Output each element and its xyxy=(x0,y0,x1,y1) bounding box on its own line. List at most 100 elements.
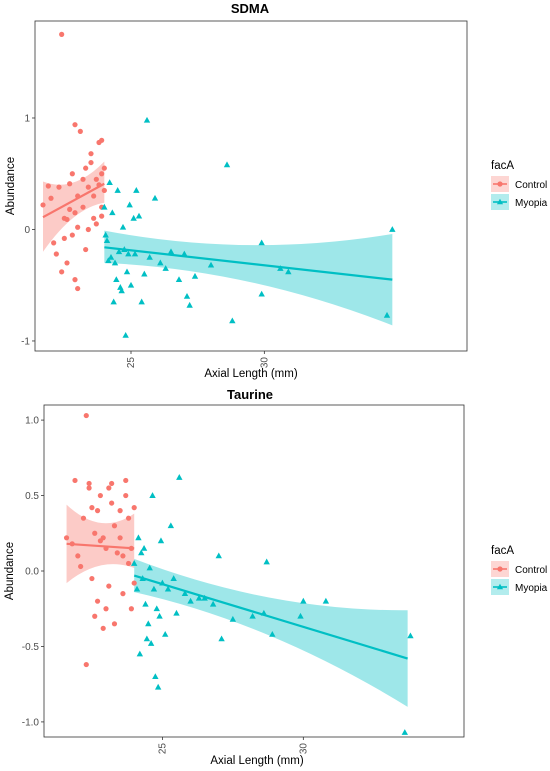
data-point-myopia xyxy=(164,585,172,592)
data-point-myopia xyxy=(131,250,139,257)
data-point-control xyxy=(89,575,95,582)
data-point-myopia xyxy=(149,492,156,498)
data-point-control xyxy=(69,232,75,238)
data-point-control xyxy=(63,535,70,541)
y-tick-label: 0.0 xyxy=(25,567,39,578)
data-point-myopia xyxy=(153,605,160,612)
data-point-myopia xyxy=(107,253,115,260)
data-point-myopia xyxy=(131,560,138,566)
data-point-myopia xyxy=(162,265,169,271)
data-point-control xyxy=(72,277,78,283)
data-point-myopia xyxy=(145,620,152,627)
data-point-control xyxy=(83,165,89,171)
data-point-myopia xyxy=(223,161,231,168)
data-point-control xyxy=(48,195,54,201)
legend-label-myopia: Myopia xyxy=(515,198,548,209)
data-point-myopia xyxy=(229,317,236,324)
data-point-myopia xyxy=(173,609,180,616)
data-point-control xyxy=(51,240,57,246)
data-point-control xyxy=(72,210,78,216)
data-point-myopia xyxy=(141,270,148,277)
data-point-control xyxy=(83,412,89,419)
data-point-myopia xyxy=(151,194,159,201)
data-point-myopia xyxy=(249,612,256,619)
data-point-control xyxy=(75,553,81,559)
data-point-myopia xyxy=(133,187,140,193)
y-tick-label: -1 xyxy=(21,336,30,347)
data-point-control xyxy=(93,221,99,227)
legend-key-control-marker xyxy=(497,566,503,572)
data-point-myopia xyxy=(167,248,175,255)
data-point-myopia xyxy=(181,250,188,257)
data-point-control xyxy=(114,550,120,556)
data-point-control xyxy=(103,606,109,612)
data-point-control xyxy=(128,606,134,612)
data-point-control xyxy=(100,625,106,631)
data-point-control xyxy=(123,477,129,484)
fit-line-myopia xyxy=(104,246,393,281)
data-point-myopia xyxy=(110,298,117,305)
data-point-myopia xyxy=(389,226,396,232)
data-point-control xyxy=(99,213,105,219)
data-point-myopia xyxy=(181,590,189,597)
data-point-control xyxy=(56,184,62,190)
chart-title: Taurine xyxy=(227,387,273,402)
data-point-control xyxy=(109,480,115,487)
data-point-myopia xyxy=(258,239,265,246)
data-point-control xyxy=(88,151,94,157)
data-point-control xyxy=(92,530,98,536)
data-point-control xyxy=(111,523,118,529)
data-point-myopia xyxy=(138,298,145,305)
data-point-control xyxy=(80,204,86,210)
fit-lines xyxy=(42,182,393,281)
data-point-myopia xyxy=(154,683,162,690)
data-point-control xyxy=(99,171,105,177)
data-point-myopia xyxy=(229,615,237,622)
data-point-myopia xyxy=(140,544,148,551)
data-point-control xyxy=(72,122,78,128)
data-point-control xyxy=(86,480,92,487)
legend-key-myopia-marker xyxy=(496,583,504,590)
data-point-myopia xyxy=(118,287,125,294)
data-point-control xyxy=(91,215,97,221)
data-point-control xyxy=(123,492,129,499)
x-axis-label: Axial Length (mm) xyxy=(210,755,303,767)
data-point-myopia xyxy=(297,612,304,619)
data-point-myopia xyxy=(102,231,109,238)
data-point-control xyxy=(101,187,107,194)
legend-key-control-marker xyxy=(497,181,503,187)
data-point-control xyxy=(67,206,73,213)
data-point-myopia xyxy=(122,331,129,338)
data-point-myopia xyxy=(176,474,183,480)
data-point-control xyxy=(117,535,123,541)
fit-line-myopia xyxy=(133,574,408,660)
data-point-myopia xyxy=(152,673,159,680)
data-point-myopia xyxy=(322,597,330,604)
data-point-control xyxy=(125,560,132,567)
data-point-myopia xyxy=(106,179,113,186)
data-point-myopia xyxy=(136,650,144,657)
y-tick-label: 0.5 xyxy=(25,491,39,502)
data-point-control xyxy=(77,128,83,134)
data-point-control xyxy=(125,515,132,521)
data-point-control xyxy=(106,485,112,491)
x-axis-label: Axial Length (mm) xyxy=(204,368,297,380)
data-point-myopia xyxy=(135,212,143,219)
sdma-panel: SDMA 25 30 -1 0 1 Axial Length (mm) Abundanc… xyxy=(5,1,548,380)
data-point-myopia xyxy=(218,635,225,642)
data-point-myopia xyxy=(130,214,137,221)
data-point-myopia xyxy=(175,276,183,283)
data-point-myopia xyxy=(150,585,158,592)
data-point-myopia xyxy=(170,575,177,581)
data-point-control xyxy=(94,598,101,604)
data-point-control xyxy=(109,500,115,506)
data-point-control xyxy=(85,226,91,233)
fit-line-control xyxy=(66,542,135,550)
chart-title: SDMA xyxy=(231,1,270,16)
fit-line-control xyxy=(42,182,105,219)
legend-label-control: Control xyxy=(515,565,547,576)
legend-key-myopia-marker xyxy=(496,198,504,205)
data-point-control xyxy=(53,251,59,257)
data-point-myopia xyxy=(126,201,133,208)
data-point-control xyxy=(83,246,89,253)
